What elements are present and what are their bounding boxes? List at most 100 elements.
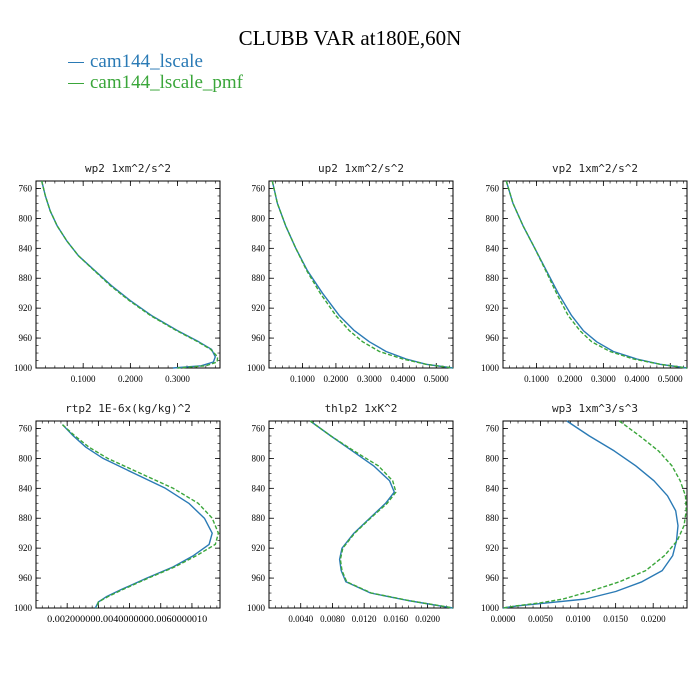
series-line-cam144-lscale [505, 180, 688, 369]
x-tick-label: 0.2000 [324, 374, 349, 384]
y-tick-label: 920 [252, 543, 266, 553]
x-tick-label: 0.0000 [491, 614, 516, 624]
legend-label: cam144_lscale_pmf [90, 72, 244, 93]
y-tick-label: 880 [19, 513, 33, 523]
y-tick-label: 960 [486, 573, 500, 583]
y-tick-label: 800 [19, 453, 33, 463]
x-tick-label: 0.0160 [384, 614, 409, 624]
x-tick-label: 0.0150 [603, 614, 628, 624]
legend: cam144_lscale cam144_lscale_pmf [68, 51, 243, 93]
x-tick-label: 0.0080 [320, 614, 345, 624]
series-line-cam144-lscale-pmf [62, 424, 220, 609]
x-tick-label: 0.002000000.0040000000.0060000010 [47, 614, 208, 624]
y-tick-label: 840 [486, 483, 500, 493]
panel-title: wp2 1xm^2/s^2 [85, 162, 171, 175]
x-tick-label: 0.0200 [415, 614, 440, 624]
legend-swatch [68, 83, 84, 84]
y-tick-label: 880 [252, 513, 266, 523]
series-line-cam144-lscale-pmf [309, 420, 454, 609]
y-tick-label: 800 [252, 213, 266, 223]
y-tick-label: 760 [252, 423, 266, 433]
plot-frame [35, 180, 221, 369]
series-line-cam144-lscale [309, 420, 454, 609]
series-line-cam144-lscale [271, 180, 454, 369]
y-tick-label: 840 [252, 483, 266, 493]
y-tick-label: 1000 [14, 603, 33, 613]
y-tick-label: 760 [252, 183, 266, 193]
x-tick-label: 0.4000 [624, 374, 649, 384]
y-tick-label: 760 [486, 423, 500, 433]
y-tick-label: 840 [486, 243, 500, 253]
y-tick-label: 760 [19, 423, 33, 433]
y-tick-label: 880 [252, 273, 266, 283]
y-tick-label: 880 [486, 513, 500, 523]
y-tick-label: 960 [486, 333, 500, 343]
y-tick-label: 920 [486, 543, 500, 553]
x-tick-label: 0.3000 [591, 374, 616, 384]
y-tick-label: 760 [486, 183, 500, 193]
series-line-cam144-lscale [41, 180, 217, 369]
x-tick-label: 0.0120 [352, 614, 377, 624]
y-tick-label: 840 [252, 243, 266, 253]
series-line-cam144-lscale-pmf [271, 180, 454, 369]
x-tick-label: 0.1000 [71, 374, 96, 384]
y-tick-label: 880 [19, 273, 33, 283]
x-tick-label: 0.5000 [658, 374, 683, 384]
panel-title: rtp2 1E-6x(kg/kg)^2 [65, 402, 191, 415]
x-tick-label: 0.0100 [566, 614, 591, 624]
x-tick-label: 0.1000 [524, 374, 549, 384]
y-tick-label: 1000 [247, 603, 266, 613]
y-tick-label: 1000 [14, 363, 33, 373]
y-tick-label: 800 [19, 213, 33, 223]
y-tick-label: 960 [252, 333, 266, 343]
y-tick-label: 840 [19, 483, 33, 493]
y-tick-label: 960 [19, 333, 33, 343]
y-tick-label: 1000 [481, 363, 500, 373]
x-tick-label: 0.0040 [288, 614, 313, 624]
x-tick-label: 0.1000 [290, 374, 315, 384]
x-tick-label: 0.0050 [528, 614, 553, 624]
series-line-cam144-lscale-pmf [505, 180, 688, 369]
series-line-cam144-lscale-pmf [41, 180, 219, 369]
y-tick-label: 800 [252, 453, 266, 463]
plot-frame [35, 420, 221, 609]
y-tick-label: 920 [486, 303, 500, 313]
y-tick-label: 880 [486, 273, 500, 283]
y-tick-label: 960 [252, 573, 266, 583]
y-tick-label: 920 [19, 303, 33, 313]
panel-title: thlp2 1xK^2 [325, 402, 398, 415]
y-tick-label: 920 [252, 303, 266, 313]
panel-title: up2 1xm^2/s^2 [318, 162, 404, 175]
y-tick-label: 1000 [481, 603, 500, 613]
plot-frame [268, 420, 454, 609]
panel-title: vp2 1xm^2/s^2 [552, 162, 638, 175]
legend-label: cam144_lscale [90, 51, 203, 72]
x-tick-label: 0.3000 [165, 374, 190, 384]
x-tick-label: 0.3000 [357, 374, 382, 384]
legend-swatch [68, 62, 84, 63]
figure-title: CLUBB VAR at180E,60N [238, 26, 462, 50]
y-tick-label: 1000 [247, 363, 266, 373]
y-tick-label: 800 [486, 453, 500, 463]
plot-frame [502, 180, 688, 369]
plot-frame [268, 180, 454, 369]
x-tick-label: 0.2000 [118, 374, 143, 384]
plot-frame [502, 420, 688, 609]
x-tick-label: 0.2000 [558, 374, 583, 384]
series-line-cam144-lscale [502, 420, 679, 609]
y-tick-label: 800 [486, 213, 500, 223]
y-tick-label: 920 [19, 543, 33, 553]
panel-title: wp3 1xm^3/s^3 [552, 402, 638, 415]
series-line-cam144-lscale [61, 424, 213, 609]
series-line-cam144-lscale-pmf [502, 420, 687, 609]
legend-item: cam144_lscale_pmf [68, 72, 243, 93]
y-tick-label: 760 [19, 183, 33, 193]
legend-item: cam144_lscale [68, 51, 243, 72]
y-tick-label: 960 [19, 573, 33, 583]
x-tick-label: 0.4000 [390, 374, 415, 384]
x-tick-label: 0.0200 [641, 614, 666, 624]
y-tick-label: 840 [19, 243, 33, 253]
x-tick-label: 0.5000 [424, 374, 449, 384]
